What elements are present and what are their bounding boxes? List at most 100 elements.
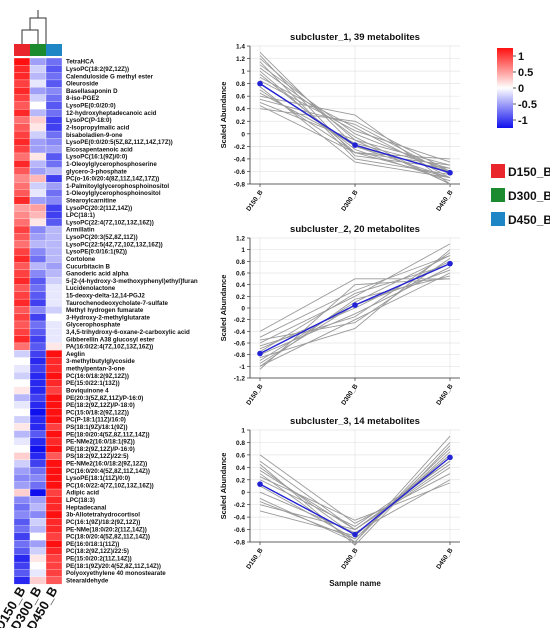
heatmap-cell [29, 393, 47, 402]
heatmap-cell [45, 364, 63, 373]
mean-point [352, 302, 358, 308]
heatmap-cell [29, 306, 47, 315]
row-label: Taurochenodeoxycholate-7-sulfate [66, 300, 169, 307]
row-label: 1-Palmitoylglycerophosphoinositol [66, 183, 169, 190]
y-tick-label: 0.6 [236, 452, 245, 459]
heatmap-cell [13, 518, 31, 526]
heatmap-cell [13, 328, 31, 336]
y-tick-label: -1 [239, 364, 245, 371]
y-tick-label: 0.8 [236, 259, 245, 266]
color-scale-tick-label: -0.5 [518, 99, 537, 111]
heatmap-cell [45, 430, 63, 439]
row-label: PE-NMe2(16:0/18:2(9Z,12Z)) [66, 461, 147, 468]
heatmap-cell [29, 576, 47, 585]
heatmap-cell [29, 240, 47, 249]
y-tick-label: 1.2 [236, 56, 245, 63]
heatmap-cell [29, 182, 47, 190]
y-tick-label: 0.4 [236, 465, 245, 472]
metabolite-line [259, 476, 451, 521]
heatmap-cell [29, 510, 47, 519]
legend-label: D450_B [508, 213, 550, 227]
y-tick-label: 1.4 [236, 44, 245, 51]
heatmap-cell [29, 247, 47, 256]
heatmap-cell [13, 342, 31, 351]
y-tick-label: 0 [241, 306, 245, 313]
heatmap-cell [45, 503, 63, 512]
heatmap-cell [45, 87, 63, 95]
heatmap-cell [29, 401, 47, 410]
metabolite-line [259, 255, 451, 338]
y-tick-label: 0.4 [236, 106, 245, 113]
heatmap-cell [13, 569, 31, 578]
heatmap-cell [29, 284, 47, 293]
metabolite-line [259, 61, 451, 176]
row-label: LysoPE(0:0/16:1(9Z)) [66, 249, 127, 256]
heatmap-cell [29, 211, 47, 220]
heatmap-cell [45, 65, 63, 73]
heatmap-cell [45, 211, 63, 220]
metabolite-line [259, 275, 451, 367]
heatmap-cell [29, 540, 47, 548]
row-label: LPC(18:3) [66, 497, 95, 504]
heatmap-cell [29, 569, 47, 578]
heatmap-cell [45, 437, 63, 446]
heatmap-cell [45, 116, 63, 125]
heatmap-cell [45, 79, 63, 88]
row-label: Heptadecanal [66, 504, 107, 511]
y-tick-label: 0 [241, 490, 245, 497]
heatmap-cell [45, 408, 63, 417]
heatmap-cell [45, 569, 63, 578]
heatmap-cell [29, 101, 47, 110]
heatmap-cell [29, 79, 47, 88]
row-label: PE(15:0/22:1(13Z)) [66, 380, 120, 387]
mean-point [257, 80, 263, 87]
y-tick-label: 0.6 [236, 271, 245, 278]
row-label: PE(18:1(9Z)/20:4(5Z,8Z,11Z,14Z)) [66, 563, 161, 570]
heatmap-cell [45, 496, 63, 504]
y-tick-label: -0.8 [234, 540, 246, 547]
y-tick-label: -0.6 [234, 169, 246, 176]
heatmap-cell [29, 371, 47, 380]
heatmap-cell [13, 313, 31, 322]
color-scale-tick-label: 0 [518, 83, 524, 95]
heatmap-cell [45, 240, 63, 249]
heatmap-cell [45, 554, 63, 563]
heatmap-cell [45, 379, 63, 388]
metabolite-line [259, 272, 451, 367]
heatmap-cell [13, 225, 31, 234]
heatmap-cell [45, 174, 63, 183]
heatmap-cell [29, 203, 47, 212]
y-tick-label: 1.2 [236, 236, 245, 243]
heatmap-cell [29, 145, 47, 154]
heatmap-cell [29, 452, 47, 461]
heatmap-cell [13, 57, 31, 66]
legend-label: D150_B [508, 165, 550, 179]
heatmap-cell [29, 335, 47, 344]
x-tick-label: D150_B [245, 383, 265, 407]
heatmap-cell [13, 386, 31, 395]
heatmap-cell [13, 160, 31, 168]
heatmap-cell [29, 518, 47, 526]
heatmap-cell [13, 145, 31, 154]
x-tick-label: D300_B [340, 547, 360, 571]
heatmap-cell [13, 189, 31, 198]
heatmap-cell [13, 108, 31, 117]
mean-point [352, 531, 358, 538]
heatmap-cell [45, 518, 63, 526]
heatmap-cell [45, 247, 63, 256]
heatmap-cell [45, 474, 63, 483]
group-legend: D150_B D300_B D450_B [491, 164, 550, 227]
heatmap-cell [13, 298, 31, 307]
y-tick-label: -0.4 [234, 156, 246, 163]
heatmap-cell [45, 525, 63, 534]
y-tick-label: 0.6 [236, 94, 245, 101]
heatmap-cell [29, 481, 47, 490]
heatmap-cell [45, 320, 63, 329]
legend-swatch [491, 212, 505, 226]
heatmap-cell [13, 466, 31, 475]
row-label: Lucidenolactone [66, 285, 116, 292]
legend-label: D300_B [508, 189, 550, 203]
y-axis-label: Scaled Abundance [219, 82, 228, 149]
x-tick-label: D300_B [340, 383, 360, 407]
